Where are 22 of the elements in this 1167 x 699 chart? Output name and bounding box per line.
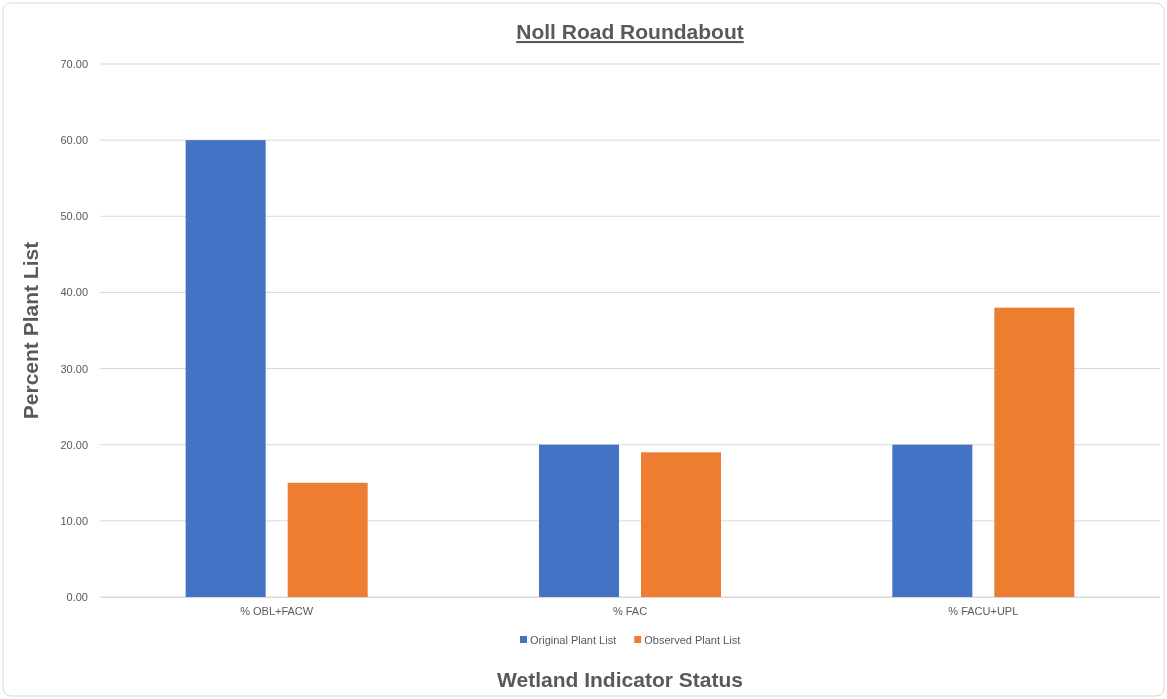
- bar: [892, 444, 973, 597]
- legend-label: Observed Plant List: [644, 634, 741, 646]
- bar: [994, 307, 1075, 597]
- y-tick-label: 30.00: [60, 362, 88, 375]
- x-tick-label: % FAC: [612, 604, 648, 617]
- chart-title: Noll Road Roundabout: [516, 20, 744, 43]
- x-tick-label: % FACU+UPL: [948, 604, 1019, 617]
- bar: [185, 140, 266, 597]
- x-tick-label: % OBL+FACW: [240, 604, 314, 617]
- y-tick-label: 70.00: [60, 58, 88, 71]
- y-tick-label: 10.00: [60, 514, 88, 527]
- y-tick-label: 40.00: [60, 286, 88, 299]
- y-tick-label: 0.00: [66, 591, 88, 604]
- legend-label: Original Plant List: [530, 634, 617, 646]
- bar: [287, 482, 368, 597]
- bar: [539, 444, 619, 597]
- y-axis-title: Percent Plant List: [19, 241, 42, 420]
- y-tick-label: 20.00: [60, 438, 88, 451]
- y-tick-label: 50.00: [60, 210, 88, 223]
- y-tick-label: 60.00: [60, 134, 88, 147]
- x-axis-title: Wetland Indicator Status: [497, 668, 743, 691]
- bar: [641, 452, 721, 597]
